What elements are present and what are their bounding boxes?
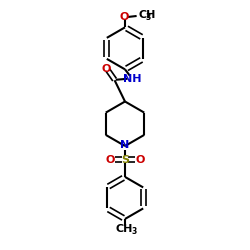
Text: O: O xyxy=(119,12,128,22)
Text: N: N xyxy=(120,140,130,150)
Text: O: O xyxy=(136,154,145,164)
Text: 3: 3 xyxy=(145,13,150,22)
Text: O: O xyxy=(105,154,115,164)
Text: CH: CH xyxy=(138,10,156,20)
Text: 3: 3 xyxy=(131,227,136,236)
Text: CH: CH xyxy=(116,224,133,234)
Text: S: S xyxy=(121,154,129,164)
Text: O: O xyxy=(102,64,111,74)
Text: NH: NH xyxy=(123,74,142,84)
